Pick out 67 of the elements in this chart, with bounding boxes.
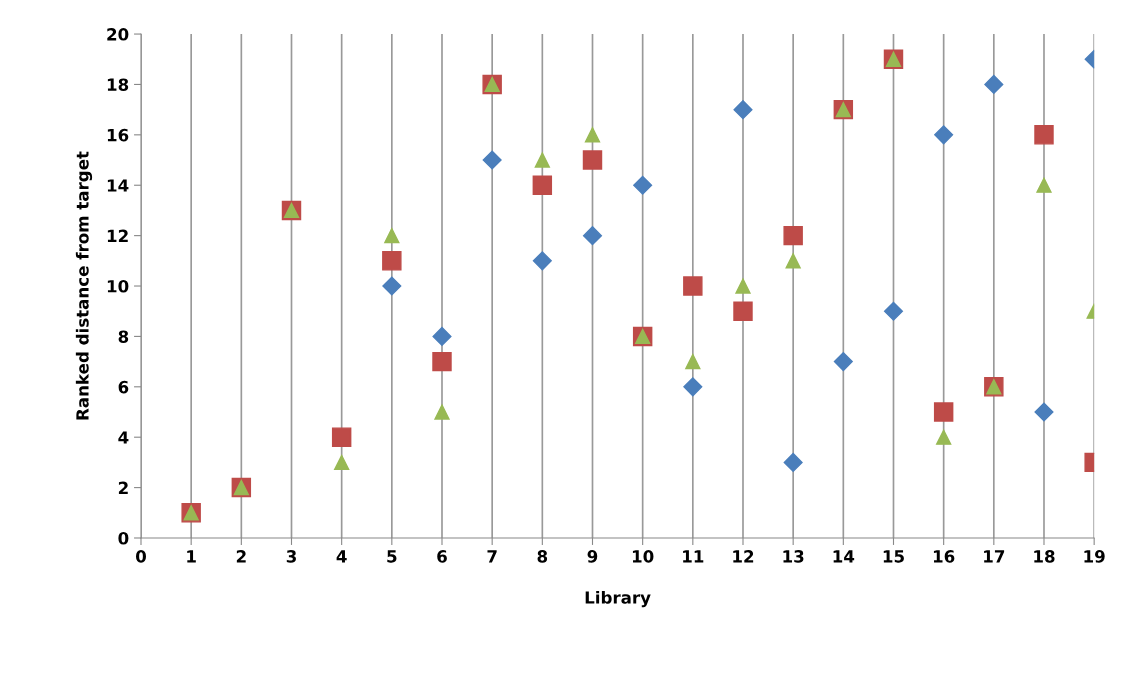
point [733, 301, 753, 321]
x-tick-label: 16 [933, 550, 955, 563]
point [582, 150, 603, 170]
point [382, 251, 402, 271]
point [384, 227, 400, 244]
x-tick-label: 2 [236, 550, 246, 563]
point [482, 150, 502, 170]
y-tick-label: 16 [107, 128, 129, 142]
x-tick-label: 17 [984, 550, 1005, 563]
x-tick-label: 4 [336, 550, 347, 563]
y-tick-label: 4 [118, 431, 129, 444]
point [534, 152, 550, 168]
point [933, 402, 954, 422]
y-tick-label: 18 [107, 78, 129, 92]
point [685, 353, 701, 370]
x-tick-label: 6 [437, 550, 447, 563]
x-tick-label: 15 [883, 550, 904, 563]
y-tick-label: 12 [107, 229, 128, 242]
y-axis-title: Ranked distance from target [75, 151, 93, 420]
x-tick-label: 12 [733, 550, 754, 563]
y-tick-label: 0 [118, 531, 129, 545]
point [984, 74, 1004, 94]
x-axis-title: Library [585, 590, 651, 608]
point [432, 351, 452, 372]
x-tick-label: 14 [833, 550, 855, 563]
point [733, 100, 753, 120]
point [582, 226, 603, 246]
point [434, 404, 450, 420]
point [833, 352, 853, 372]
y-tick-label: 14 [107, 179, 129, 192]
point [532, 175, 553, 195]
x-tick-label: 11 [683, 550, 704, 563]
y-tick-label: 6 [118, 380, 129, 394]
point [584, 127, 601, 143]
point [785, 253, 801, 269]
point [1036, 177, 1052, 193]
x-tick-label: 19 [1084, 550, 1105, 563]
point [883, 301, 904, 321]
point [936, 429, 952, 445]
y-tick-label: 2 [118, 481, 128, 494]
point [331, 427, 352, 447]
x-tick-label: 5 [387, 550, 397, 563]
point [783, 225, 803, 246]
point [432, 326, 452, 346]
y-tick-label: 8 [118, 330, 129, 343]
x-tick-label: 9 [587, 550, 598, 563]
point [783, 452, 803, 472]
point [633, 175, 653, 195]
point [382, 276, 402, 296]
x-tick-label: 0 [136, 550, 146, 563]
x-tick-label: 13 [783, 550, 804, 563]
point [683, 276, 703, 296]
y-tick-label: 20 [107, 28, 129, 41]
x-tick-label: 18 [1034, 550, 1055, 563]
point [683, 377, 703, 397]
point [934, 125, 954, 145]
x-tick-label: 10 [632, 550, 654, 563]
x-tick-label: 1 [187, 550, 196, 563]
x-tick-label: 3 [286, 550, 296, 563]
point [735, 278, 751, 294]
x-tick-label: 7 [487, 550, 497, 563]
y-tick-label: 10 [107, 279, 129, 293]
point [334, 454, 350, 471]
point [1034, 125, 1054, 145]
point [1034, 402, 1054, 422]
x-tick-label: 8 [537, 550, 548, 563]
point [532, 251, 552, 271]
